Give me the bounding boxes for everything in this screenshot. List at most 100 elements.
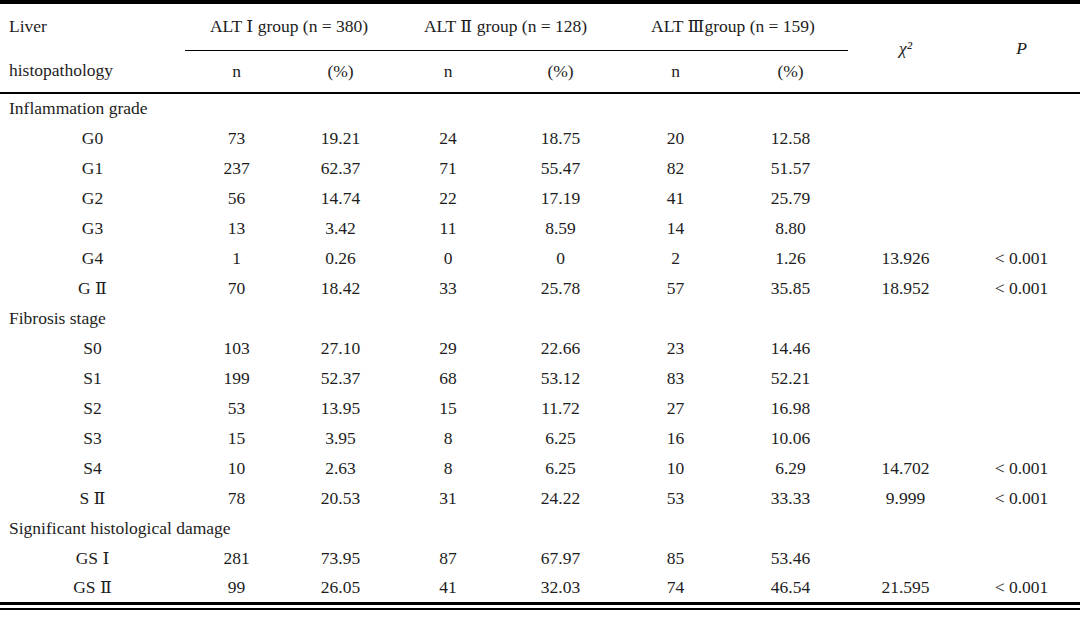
table-cell: 0 bbox=[503, 243, 618, 273]
subheader-pct-alt3: (%) bbox=[733, 50, 848, 93]
table-cell: 46.54 bbox=[733, 573, 848, 603]
section-label: Fibrosis stage bbox=[0, 303, 1080, 333]
table-cell bbox=[848, 213, 963, 243]
table-row: G123762.377155.478251.57 bbox=[0, 153, 1080, 183]
table-row: G410.260021.2613.926< 0.001 bbox=[0, 243, 1080, 273]
table-cell: 53 bbox=[618, 483, 733, 513]
table-cell bbox=[848, 183, 963, 213]
subheader-n-alt3: n bbox=[618, 50, 733, 93]
table-cell: 52.37 bbox=[288, 363, 393, 393]
table-cell: 15 bbox=[393, 393, 503, 423]
table-cell: 33.33 bbox=[733, 483, 848, 513]
table-cell bbox=[963, 393, 1080, 423]
table-cell bbox=[963, 153, 1080, 183]
row-label-header: Liver histopathology bbox=[0, 2, 185, 93]
table-cell: 6.29 bbox=[733, 453, 848, 483]
table-cell: 199 bbox=[185, 363, 288, 393]
table-cell: 11.72 bbox=[503, 393, 618, 423]
table-cell: 10 bbox=[618, 453, 733, 483]
row-label: S2 bbox=[0, 393, 185, 423]
table-cell: 3.95 bbox=[288, 423, 393, 453]
table-cell: 1 bbox=[185, 243, 288, 273]
table-cell: 103 bbox=[185, 333, 288, 363]
subheader-pct-alt1: (%) bbox=[288, 50, 393, 93]
table-cell: 53.12 bbox=[503, 363, 618, 393]
table-row: G25614.742217.194125.79 bbox=[0, 183, 1080, 213]
table-cell bbox=[963, 123, 1080, 153]
row-label: G1 bbox=[0, 153, 185, 183]
table-cell: 17.19 bbox=[503, 183, 618, 213]
table-cell: 12.58 bbox=[733, 123, 848, 153]
table-cell: 6.25 bbox=[503, 453, 618, 483]
table-cell: 53.46 bbox=[733, 543, 848, 573]
table-cell: 11 bbox=[393, 213, 503, 243]
table-cell: 27 bbox=[618, 393, 733, 423]
table-cell: 2.63 bbox=[288, 453, 393, 483]
table-cell: 14 bbox=[618, 213, 733, 243]
table-header: Liver histopathology ALT Ⅰ group (n = 38… bbox=[0, 2, 1080, 93]
table-cell: < 0.001 bbox=[963, 573, 1080, 603]
table-cell: < 0.001 bbox=[963, 273, 1080, 303]
table-cell: < 0.001 bbox=[963, 483, 1080, 513]
table-cell bbox=[848, 153, 963, 183]
table-cell: 23 bbox=[618, 333, 733, 363]
table-cell bbox=[963, 543, 1080, 573]
table-cell: < 0.001 bbox=[963, 243, 1080, 273]
table-cell: 29 bbox=[393, 333, 503, 363]
table-cell bbox=[848, 123, 963, 153]
table-cell: 70 bbox=[185, 273, 288, 303]
table-row: S119952.376853.128352.21 bbox=[0, 363, 1080, 393]
table-cell: 35.85 bbox=[733, 273, 848, 303]
table-cell: 57 bbox=[618, 273, 733, 303]
table-cell: 82 bbox=[618, 153, 733, 183]
table-cell: 71 bbox=[393, 153, 503, 183]
table-cell bbox=[963, 333, 1080, 363]
row-label: G4 bbox=[0, 243, 185, 273]
table-cell: 53 bbox=[185, 393, 288, 423]
row-label: G Ⅱ bbox=[0, 273, 185, 303]
table-cell: 9.999 bbox=[848, 483, 963, 513]
table-row: GS Ⅰ28173.958767.978553.46 bbox=[0, 543, 1080, 573]
table-cell bbox=[963, 363, 1080, 393]
table-cell bbox=[963, 183, 1080, 213]
table-cell bbox=[848, 333, 963, 363]
table-cell: 20.53 bbox=[288, 483, 393, 513]
table-cell: 10 bbox=[185, 453, 288, 483]
paper-table-page: Liver histopathology ALT Ⅰ group (n = 38… bbox=[0, 0, 1080, 618]
table-cell bbox=[963, 213, 1080, 243]
table-cell: 13.926 bbox=[848, 243, 963, 273]
table-row: S4102.6386.25106.2914.702< 0.001 bbox=[0, 453, 1080, 483]
table-cell: 18.952 bbox=[848, 273, 963, 303]
table-row: GS Ⅱ9926.054132.037446.5421.595< 0.001 bbox=[0, 573, 1080, 603]
row-label: GS Ⅰ bbox=[0, 543, 185, 573]
table-cell: 41 bbox=[618, 183, 733, 213]
table-cell: 14.46 bbox=[733, 333, 848, 363]
table-cell: 8 bbox=[393, 423, 503, 453]
table-cell: 15 bbox=[185, 423, 288, 453]
subheader-n-alt2: n bbox=[393, 50, 503, 93]
table-row: G Ⅱ7018.423325.785735.8518.952< 0.001 bbox=[0, 273, 1080, 303]
row-label: S4 bbox=[0, 453, 185, 483]
table-cell bbox=[848, 363, 963, 393]
table-cell: 6.25 bbox=[503, 423, 618, 453]
table-cell bbox=[848, 423, 963, 453]
row-label: G2 bbox=[0, 183, 185, 213]
section-label: Significant histological damage bbox=[0, 513, 1080, 543]
table-cell: 68 bbox=[393, 363, 503, 393]
table-cell: 73.95 bbox=[288, 543, 393, 573]
subheader-n-alt1: n bbox=[185, 50, 288, 93]
p-value-header: P bbox=[963, 2, 1080, 93]
table-cell: 51.57 bbox=[733, 153, 848, 183]
table-cell: 13 bbox=[185, 213, 288, 243]
table-cell: 2 bbox=[618, 243, 733, 273]
table-cell: 21.595 bbox=[848, 573, 963, 603]
table-cell: 8 bbox=[393, 453, 503, 483]
table-cell: 10.06 bbox=[733, 423, 848, 453]
table-cell: 26.05 bbox=[288, 573, 393, 603]
table-cell: 16 bbox=[618, 423, 733, 453]
group-header-alt3: ALT Ⅲgroup (n = 159) bbox=[618, 2, 848, 50]
table-cell: 13.95 bbox=[288, 393, 393, 423]
table-cell: 237 bbox=[185, 153, 288, 183]
table-cell: 1.26 bbox=[733, 243, 848, 273]
row-label: S0 bbox=[0, 333, 185, 363]
